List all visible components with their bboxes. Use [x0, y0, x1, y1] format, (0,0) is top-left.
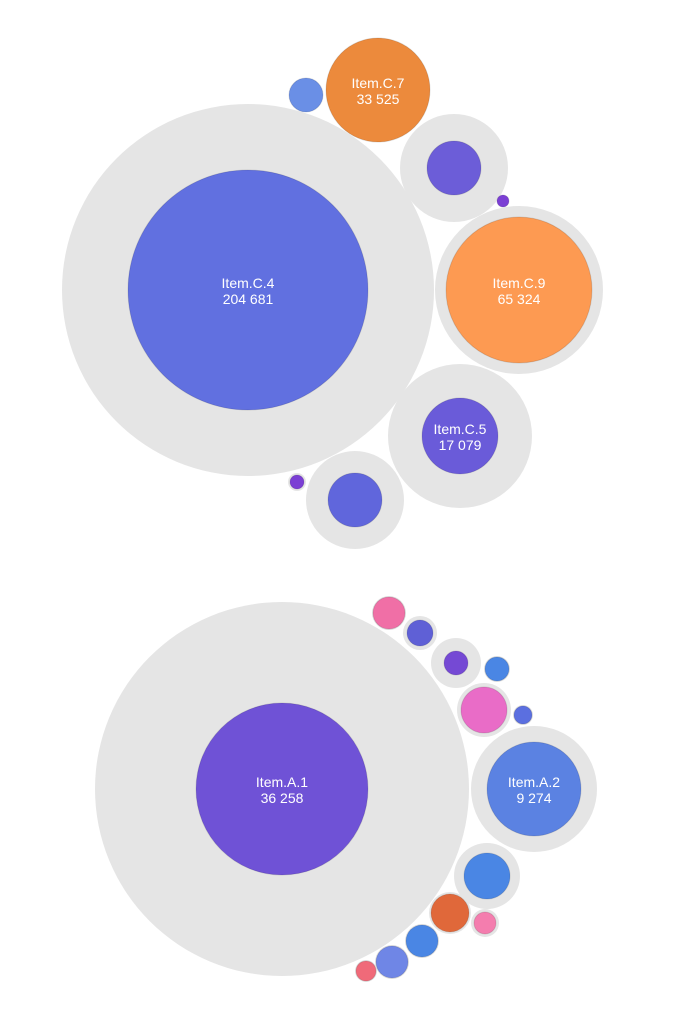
bubble[interactable]: [426, 140, 482, 196]
bubble-name-label: Item.C.5: [434, 421, 487, 437]
bubble[interactable]: [443, 650, 469, 676]
bubble-name-label: Item.A.2: [508, 774, 560, 790]
bubble[interactable]: [430, 893, 470, 933]
bubble-value-label: 9 274: [516, 790, 551, 806]
bubble[interactable]: [406, 619, 434, 647]
bubble[interactable]: [355, 960, 377, 982]
bubble[interactable]: [289, 474, 305, 490]
bubble-value-label: 36 258: [261, 790, 304, 806]
bubble[interactable]: [473, 911, 497, 935]
bubble[interactable]: [288, 77, 324, 113]
bubble[interactable]: [496, 194, 510, 208]
bubble[interactable]: [127, 169, 369, 411]
bubble[interactable]: [486, 741, 582, 837]
bubble[interactable]: [445, 216, 593, 364]
bubble[interactable]: [421, 397, 499, 475]
bubble-value-label: 65 324: [498, 291, 541, 307]
bubble[interactable]: [463, 852, 511, 900]
bubble-name-label: Item.C.4: [222, 275, 275, 291]
bubble[interactable]: [405, 924, 439, 958]
bubble[interactable]: [375, 945, 409, 979]
bubble-layer: [127, 37, 593, 982]
bubble[interactable]: [195, 702, 369, 876]
bubble-value-label: 204 681: [223, 291, 274, 307]
bubble[interactable]: [513, 705, 533, 725]
bubble[interactable]: [460, 686, 508, 734]
bubble[interactable]: [327, 472, 383, 528]
bubble[interactable]: [372, 596, 406, 630]
bubble[interactable]: [484, 656, 510, 682]
bubble-name-label: Item.A.1: [256, 774, 308, 790]
bubble-name-label: Item.C.7: [352, 75, 405, 91]
bubble-name-label: Item.C.9: [493, 275, 546, 291]
bubble[interactable]: [325, 37, 431, 143]
bubble-value-label: 17 079: [439, 437, 482, 453]
bubble-value-label: 33 525: [357, 91, 400, 107]
